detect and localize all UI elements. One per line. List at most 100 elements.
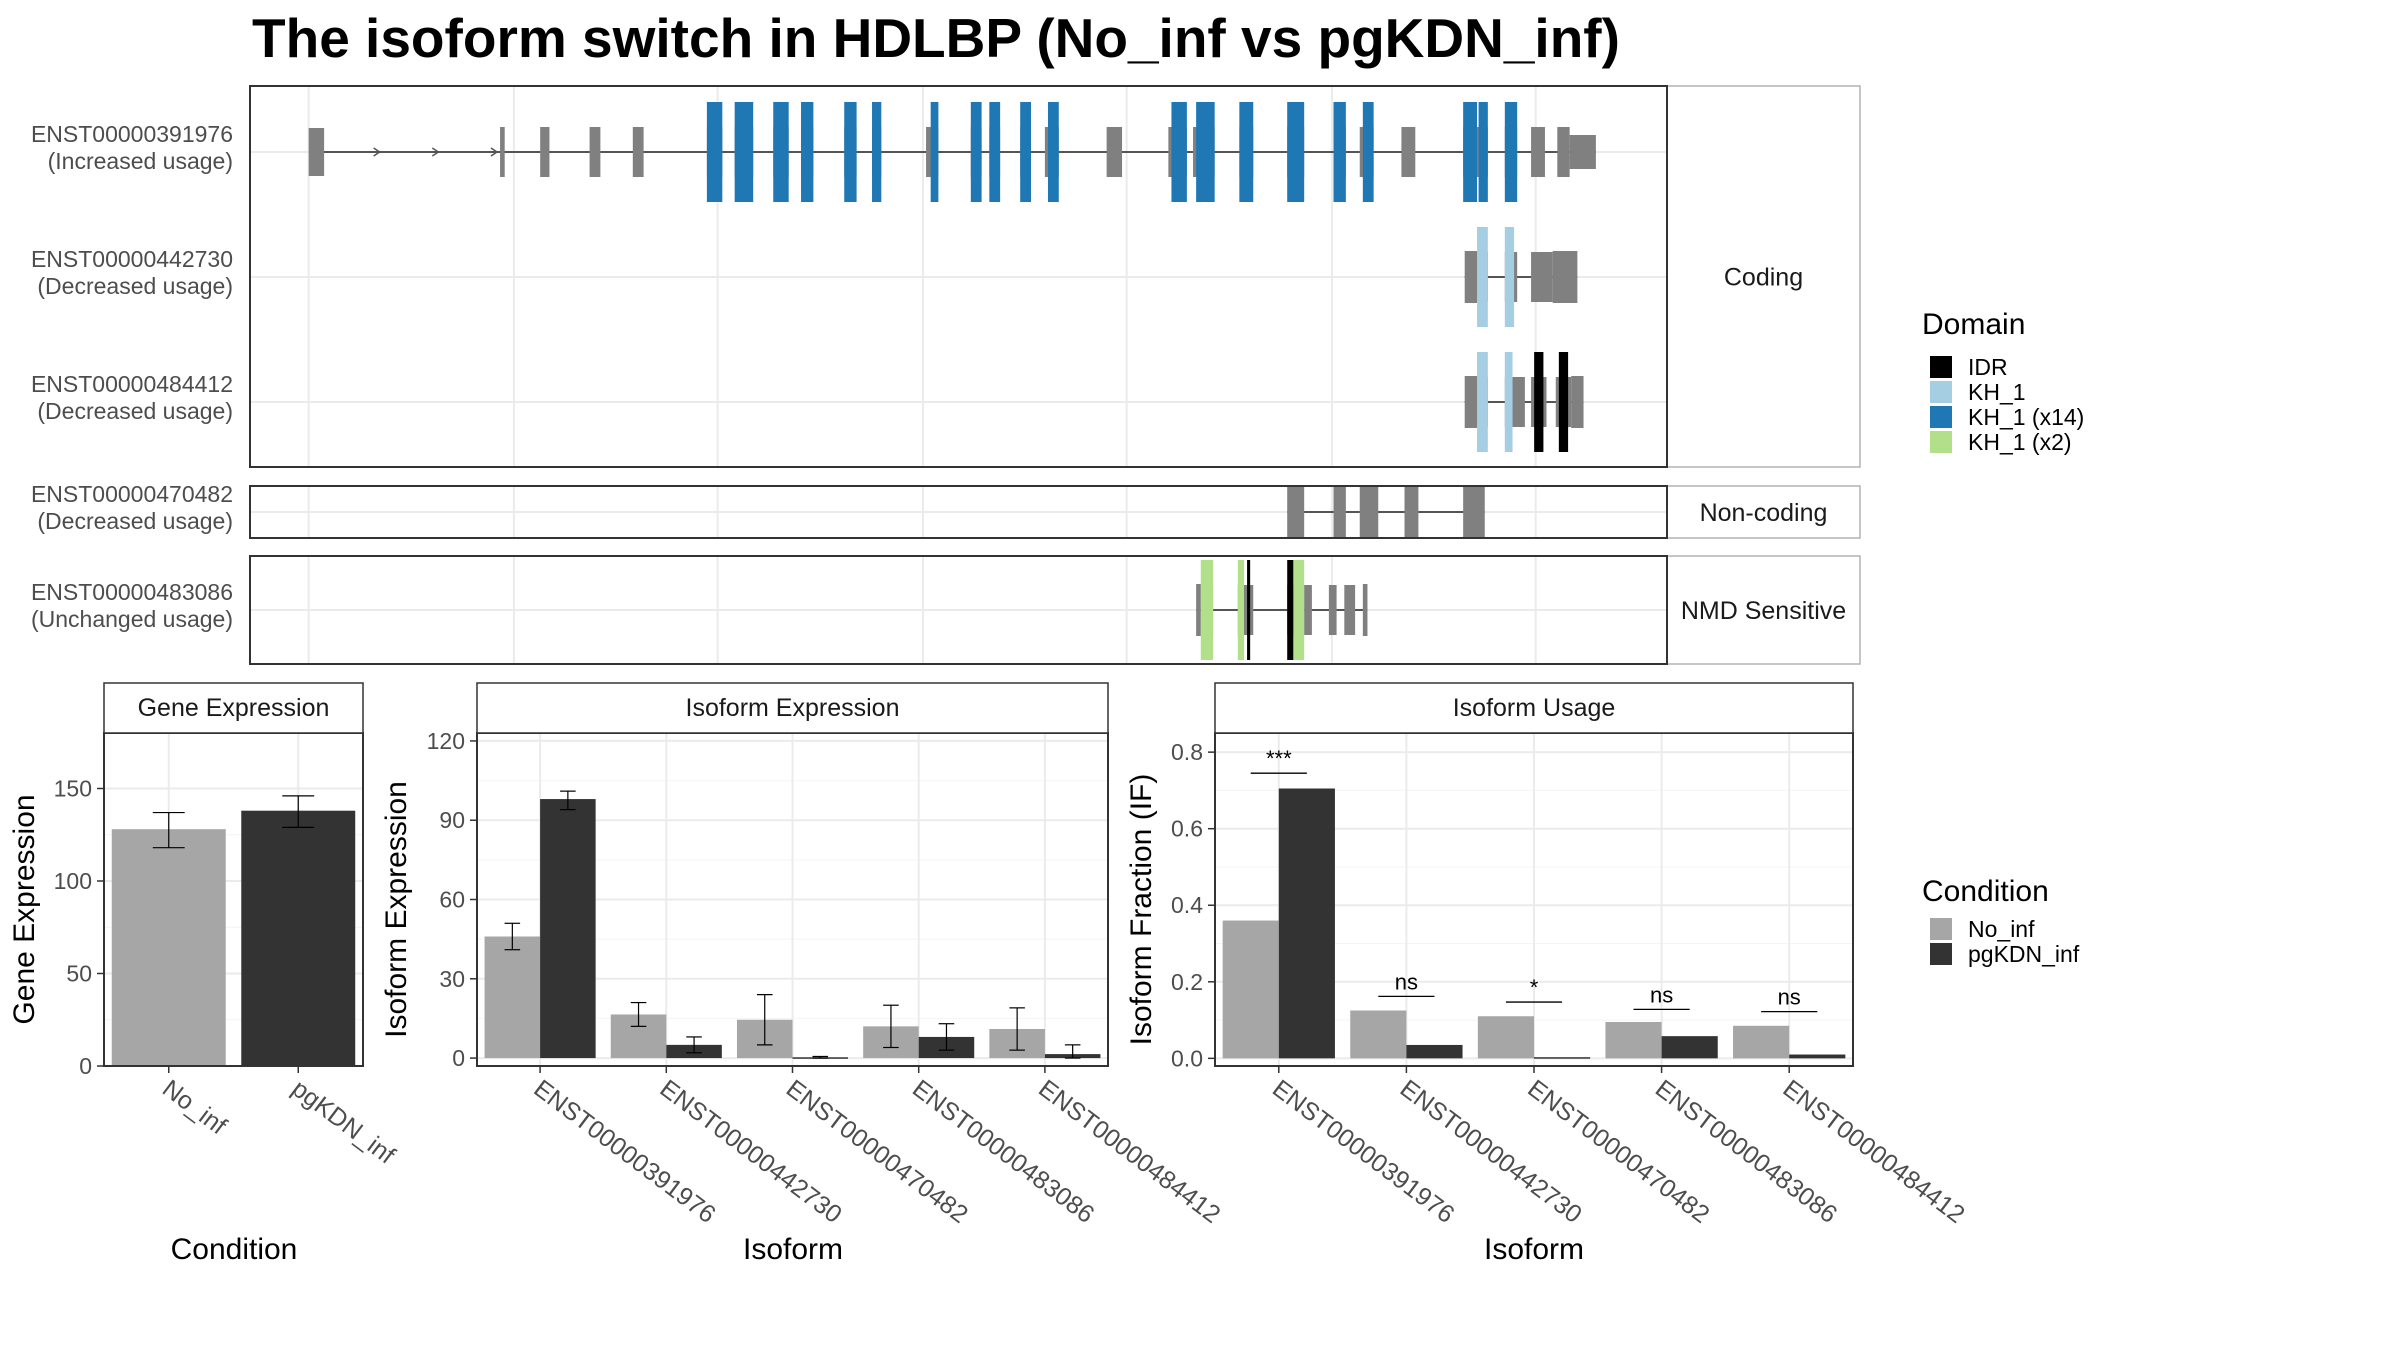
bar-enst00000442730-no-inf — [1350, 1010, 1407, 1059]
domain-legend-title: Domain — [1922, 308, 2025, 341]
strand-arrow — [373, 147, 382, 157]
transcript-ENST00000442730: ENST00000442730(Decreased usage) — [31, 227, 1578, 327]
panel-strip — [1214, 682, 1854, 734]
domain-kh-1-x14 — [1171, 102, 1187, 202]
domain-kh-1-x14 — [1504, 102, 1518, 202]
y-tick-label: 150 — [54, 776, 92, 802]
isoform-panel-nmd-sensitive: NMD Sensitive ENST00000483086(Unchanged u… — [31, 555, 1861, 665]
domain-idr — [1534, 352, 1544, 452]
bar-pgkdn-inf — [241, 810, 356, 1066]
domain-kh-1-x14 — [1196, 102, 1215, 202]
panel-strip — [103, 682, 364, 734]
domain-legend-swatch-idr — [1930, 356, 1952, 378]
significance-label: * — [1530, 975, 1539, 1000]
domain-legend-label-kh-1-x2: KH_1 (x2) — [1968, 429, 2072, 455]
category-label: Non-coding — [1700, 499, 1828, 527]
bar-enst00000483086-no-inf — [1605, 1021, 1662, 1059]
bar-panel-isoform-expression: Isoform Expression0306090120ENST00000391… — [380, 682, 1226, 1266]
y-tick-label: 0 — [452, 1045, 465, 1071]
domain-legend-swatch-kh-1-x2 — [1930, 431, 1952, 453]
exon — [1362, 584, 1368, 636]
domain-kh-1 — [1504, 352, 1513, 452]
domain-kh-1-x14 — [734, 102, 754, 202]
domain-kh-1-x14 — [1362, 102, 1374, 202]
domain-legend-label-kh-1-x14: KH_1 (x14) — [1968, 404, 2084, 430]
condition-legend-title: Condition — [1922, 875, 2049, 908]
domain-kh-1-x14 — [1287, 102, 1305, 202]
y-tick-label: 0.6 — [1171, 816, 1203, 842]
exon — [1344, 585, 1356, 635]
transcript-ENST00000391976: ENST00000391976(Increased usage) — [31, 102, 1596, 202]
domain-idr — [1558, 352, 1569, 452]
x-tick-label: pgKDN_inf — [287, 1074, 400, 1169]
exon — [1531, 252, 1553, 302]
strand-arrow — [490, 147, 499, 157]
y-axis-title: Isoform Expression — [380, 781, 413, 1038]
y-tick-label: 50 — [66, 961, 92, 987]
domain-legend-label-kh-1: KH_1 — [1968, 379, 2026, 405]
exon — [1464, 251, 1478, 303]
bar-enst00000470482-pgkdn-inf — [1534, 1057, 1591, 1059]
domain-kh-1-x14 — [773, 102, 789, 202]
usage-label: (Decreased usage) — [37, 508, 233, 534]
y-tick-label: 0 — [79, 1053, 92, 1079]
usage-label: (Decreased usage) — [37, 273, 233, 299]
panel-border — [249, 555, 1668, 665]
domain-kh-1-x14 — [1239, 102, 1254, 202]
x-axis-title: Isoform — [743, 1233, 843, 1266]
exon — [308, 128, 325, 176]
transcript-id-label: ENST00000484412 — [31, 371, 233, 397]
exon — [1464, 376, 1478, 428]
exon — [540, 127, 550, 177]
bar-enst00000391976-no-inf — [484, 936, 541, 1059]
panel-strip — [476, 682, 1109, 734]
bar-enst00000442730-pgkdn-inf — [1406, 1044, 1463, 1059]
domain-legend-label-idr: IDR — [1968, 354, 2008, 380]
domain-kh-1-x2 — [1293, 560, 1305, 660]
y-tick-label: 0.2 — [1171, 969, 1203, 995]
bar-enst00000470482-no-inf — [1477, 1016, 1534, 1059]
domain-legend-swatch-kh-1-x14 — [1930, 406, 1952, 428]
x-axis-title: Isoform — [1484, 1233, 1584, 1266]
y-axis-title: Isoform Fraction (IF) — [1125, 774, 1158, 1046]
domain-kh-1-x14 — [970, 102, 982, 202]
panel-border — [249, 85, 1668, 468]
condition-legend-label-pgkdn-inf: pgKDN_inf — [1968, 941, 2080, 967]
condition-legend-swatch-no-inf — [1930, 918, 1952, 940]
y-tick-label: 0.0 — [1171, 1045, 1203, 1071]
domain-kh-1-x14 — [872, 102, 882, 202]
y-tick-label: 90 — [439, 807, 465, 833]
exon — [1404, 487, 1419, 537]
category-strip — [1666, 85, 1861, 468]
exon — [1463, 486, 1485, 538]
domain-idr — [1287, 560, 1294, 660]
y-tick-label: 60 — [439, 887, 465, 913]
domain-kh-1 — [1477, 352, 1488, 452]
exon — [1328, 585, 1337, 635]
domain-kh-1-x14 — [1047, 102, 1059, 202]
exon — [589, 127, 601, 177]
transcript-id-label: ENST00000391976 — [31, 121, 233, 147]
exon — [500, 127, 505, 177]
transcript-ENST00000470482: ENST00000470482(Decreased usage) — [31, 481, 1485, 538]
exon — [1569, 135, 1596, 169]
domain-kh-1-x2 — [1200, 560, 1214, 660]
domain-kh-1-x14 — [844, 102, 857, 202]
bar-enst00000391976-pgkdn-inf — [540, 799, 596, 1059]
category-label: Coding — [1724, 264, 1803, 292]
transcript-ENST00000483086: ENST00000483086(Unchanged usage) — [31, 560, 1368, 660]
domain-kh-1-x14 — [1478, 102, 1488, 202]
y-tick-label: 100 — [54, 868, 92, 894]
domain-kh-1-x14 — [1333, 102, 1346, 202]
significance-label: ns — [1650, 982, 1673, 1007]
bar-no-inf — [111, 829, 226, 1066]
bar-enst00000391976-pgkdn-inf — [1278, 788, 1335, 1059]
transcript-id-label: ENST00000470482 — [31, 481, 233, 507]
usage-label: (Increased usage) — [48, 148, 233, 174]
domain-kh-1-x14 — [1020, 102, 1031, 202]
